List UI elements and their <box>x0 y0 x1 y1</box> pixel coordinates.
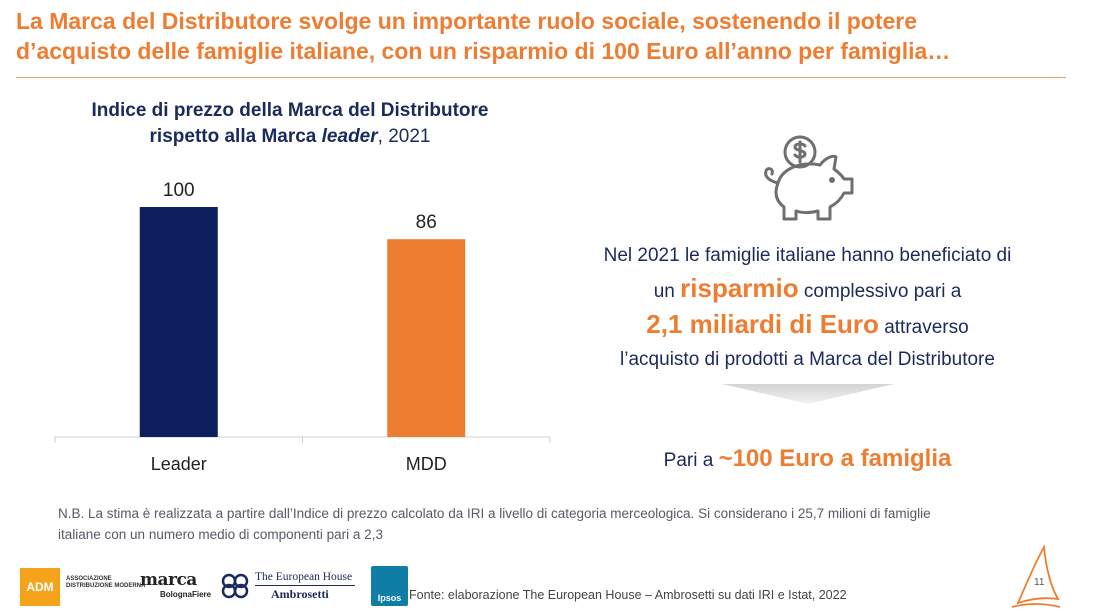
sail-logo-icon <box>1011 545 1061 608</box>
bolognafiere-logo: BolognaFiere <box>160 590 212 599</box>
statement-line-3: 2,1 miliardi di Euro attraverso <box>555 308 1060 344</box>
source-citation: Fonte: elaborazione The European House –… <box>409 588 847 602</box>
european-house-logo-rule <box>255 585 355 586</box>
marca-logo: marca <box>140 570 197 590</box>
per-family-result: Pari a ~100 Euro a famiglia <box>555 442 1060 478</box>
category-label-mdd: MDD <box>406 454 447 474</box>
data-label-leader: 100 <box>163 180 195 201</box>
category-label-leader: Leader <box>151 454 207 474</box>
adm-logo-text: ASSOCIAZIONE DISTRIBUZIONE MODERNA <box>66 576 146 590</box>
headline-line-2: d’acquisto delle famiglie italiane, con … <box>16 38 951 64</box>
statement-line-4: l’acquisto di prodotti a Marca del Distr… <box>620 349 995 370</box>
piggy-bank-dollar-icon <box>764 135 854 221</box>
european-house-logo-line-1: The European House <box>255 571 353 583</box>
result-prefix: Pari a <box>663 450 719 471</box>
chart-title: Indice di prezzo della Marca del Distrib… <box>30 98 550 150</box>
statement-line-2-pre: un <box>653 281 681 302</box>
footnote-line-1: N.B. La stima è realizzata a partire dal… <box>58 506 931 521</box>
slide-headline: La Marca del Distributore svolge un impo… <box>16 6 1086 66</box>
headline-line-1: La Marca del Distributore svolge un impo… <box>16 8 918 34</box>
adm-logo: ADM <box>20 568 60 606</box>
down-arrow-icon <box>722 384 894 404</box>
statement-line-3-post: attraverso <box>878 317 969 338</box>
total-savings-amount: 2,1 miliardi di Euro <box>646 309 879 339</box>
page-number: 11 <box>1034 577 1045 588</box>
chart-title-text: rispetto alla Marca <box>149 126 322 147</box>
bar-mdd <box>387 239 466 437</box>
per-family-amount: ~100 Euro a famiglia <box>718 445 952 472</box>
european-house-logo-line-2: Ambrosetti <box>271 587 329 601</box>
footnote-line-2: italiane con un numero medio di componen… <box>58 527 383 542</box>
chart-title-year: , 2021 <box>377 126 431 147</box>
bar-chart: 100 Leader 86 MDD <box>54 180 551 474</box>
chart-title-line-2: rispetto alla Marca leader, 2021 <box>30 124 550 150</box>
statement-line-2-post: complessivo pari a <box>798 281 962 302</box>
logo-bar: ADM ASSOCIAZIONE DISTRIBUZIONE MODERNA m… <box>0 560 1102 615</box>
chart-title-line-1: Indice di prezzo della Marca del Distrib… <box>91 100 489 121</box>
bar-leader <box>139 207 218 437</box>
footnote: N.B. La stima è realizzata a partire dal… <box>58 503 1068 545</box>
data-label-mdd: 86 <box>416 212 437 233</box>
european-house-mark-icon <box>221 573 249 599</box>
savings-highlight: risparmio <box>680 273 799 303</box>
statement-line-2: un risparmio complessivo pari a <box>555 272 1060 308</box>
statement-line-1: Nel 2021 le famiglie italiane hanno bene… <box>603 245 1012 266</box>
ipsos-logo: Ipsos <box>371 566 408 606</box>
headline-divider <box>16 77 1066 78</box>
adm-text-line-2: DISTRIBUZIONE MODERNA <box>66 583 146 589</box>
chart-title-italic: leader <box>321 126 378 147</box>
savings-statement: Nel 2021 le famiglie italiane hanno bene… <box>555 240 1060 376</box>
adm-text-line-1: ASSOCIAZIONE <box>66 576 112 582</box>
